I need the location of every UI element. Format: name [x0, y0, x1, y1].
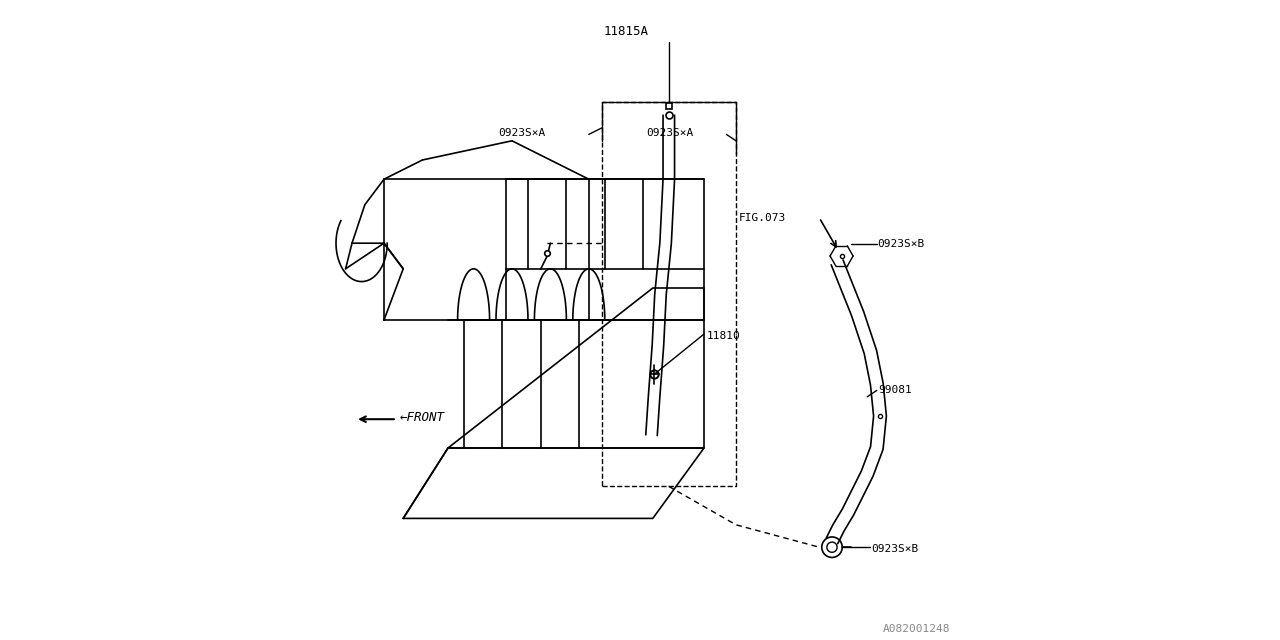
- Text: 11810: 11810: [708, 331, 741, 341]
- Text: ←FRONT: ←FRONT: [399, 411, 445, 424]
- Text: FIG.073: FIG.073: [740, 212, 786, 223]
- Text: 0923S×A: 0923S×A: [646, 127, 694, 138]
- Text: 0923S×A: 0923S×A: [498, 127, 545, 138]
- Text: 0923S×B: 0923S×B: [877, 239, 924, 250]
- Bar: [602, 102, 736, 486]
- Text: 99081: 99081: [878, 385, 911, 396]
- Text: A082001248: A082001248: [883, 623, 950, 634]
- Text: 11815A: 11815A: [603, 26, 649, 38]
- Text: 0923S×B: 0923S×B: [872, 544, 919, 554]
